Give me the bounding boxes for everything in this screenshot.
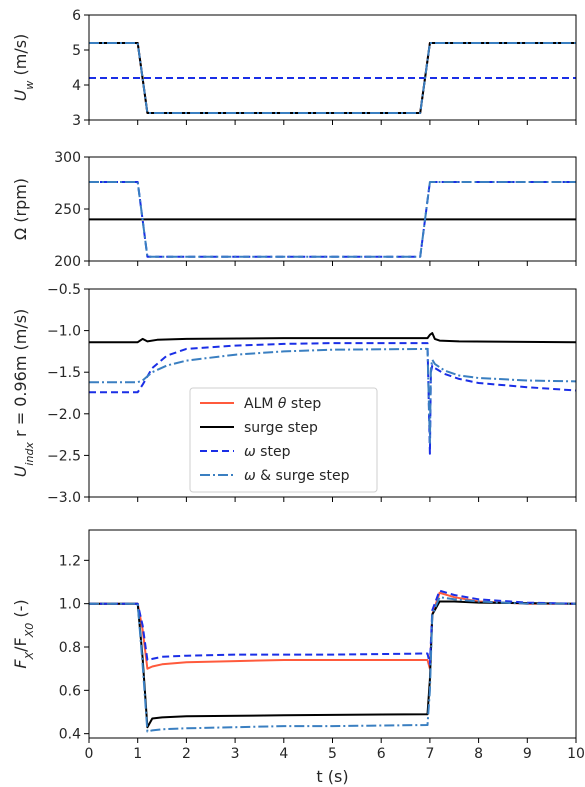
legend-label-part: ALM	[244, 396, 278, 412]
y-label-sub: w	[23, 81, 36, 90]
panel-1: 3 4 5 6 Uw (m/s)	[11, 8, 577, 129]
x-tick-label: 5	[328, 746, 337, 762]
y-label-part: U	[11, 465, 30, 477]
x-tick-label: 4	[279, 746, 288, 762]
series-line-omega	[89, 342, 576, 455]
x-tick-label: 2	[182, 746, 191, 762]
y-tick-label: 0.6	[59, 683, 81, 699]
plot-frame	[88, 529, 577, 739]
series-line-omega-surge	[89, 596, 576, 733]
y-tick-label: 250	[54, 202, 81, 218]
y-tick-label: −3.0	[47, 490, 81, 506]
legend-label-part: step	[286, 396, 321, 412]
legend-box	[189, 387, 378, 493]
series-line-omega	[89, 181, 576, 258]
series-group	[89, 181, 576, 258]
y-tick-label: 0.4	[59, 727, 81, 743]
y-label-sub: X	[23, 651, 36, 660]
series-line-omega-surge	[89, 347, 576, 444]
series-line-omega-surge	[89, 181, 576, 258]
y-axis-label: Uw (m/s)	[11, 34, 36, 102]
series-line-alm	[89, 591, 576, 670]
x-axis-label: t (s)	[316, 767, 348, 786]
y-tick-label: −1.5	[47, 365, 81, 381]
y-tick-label: 0.8	[59, 640, 81, 656]
x-tick-label: 9	[523, 746, 532, 762]
series-line-omega-surge	[89, 42, 576, 114]
legend-label: ALM θ step	[244, 396, 321, 412]
panel-2: 200 250 300 Ω (rpm)	[11, 150, 577, 270]
y-label-part: U	[11, 89, 30, 101]
legend-label: ω & surge step	[244, 468, 350, 484]
y-tick-label: −2.5	[47, 448, 81, 464]
y-label-part: (m/s)	[11, 34, 30, 81]
legend-label-part: step	[256, 444, 291, 460]
y-label-sub: indx	[23, 442, 36, 466]
y-label-sub: X0	[23, 623, 36, 639]
legend-label: surge step	[244, 420, 318, 436]
y-axis-label: FX/FX0 (-)	[11, 599, 36, 668]
y-tick-label: 5	[72, 43, 81, 59]
y-label-part: /F	[11, 637, 30, 652]
series-line-omega	[89, 589, 576, 666]
y-axis-label: Ω (rpm)	[11, 178, 30, 240]
x-tick-label: 1	[133, 746, 142, 762]
y-tick-label: 200	[54, 254, 81, 270]
y-tick-label: 3	[72, 113, 81, 129]
series-group	[89, 589, 576, 733]
y-label-part: r = 0.96m (m/s)	[11, 309, 30, 442]
x-tick-label: 3	[231, 746, 240, 762]
y-tick-label: −2.0	[47, 407, 81, 423]
legend-label: ω step	[244, 444, 291, 460]
x-tick-label: 0	[85, 746, 94, 762]
y-tick-label: 4	[72, 78, 81, 94]
series-group	[89, 42, 576, 114]
y-tick-label: 6	[72, 8, 81, 24]
y-tick-label: 1.2	[59, 553, 81, 569]
x-tick-label: 10	[567, 746, 585, 762]
y-axis-label: Uindx r = 0.96m (m/s)	[11, 309, 36, 478]
series-line-surge	[89, 332, 576, 344]
legend-label-part: & surge step	[256, 468, 350, 484]
legend-label-greek: θ	[278, 396, 287, 412]
legend-label-greek: ω	[244, 444, 256, 460]
series-group	[89, 332, 576, 455]
y-label-part: Ω (rpm)	[11, 178, 30, 240]
y-tick-label: 300	[54, 150, 81, 166]
y-label-part: (-)	[11, 599, 30, 622]
x-tick-label: 6	[377, 746, 386, 762]
legend-label-part: surge step	[244, 420, 318, 436]
x-tick-label: 8	[474, 746, 483, 762]
y-tick-label: −0.5	[47, 282, 81, 298]
y-tick-label: 1.0	[59, 597, 81, 613]
y-tick-label: −1.0	[47, 324, 81, 340]
panel-3: −3.0 −2.5 −2.0 −1.5 −1.0 −0.5 Uindx r = 0.96m …	[11, 282, 577, 506]
plot-frame	[88, 14, 577, 121]
plot-frame	[88, 156, 577, 262]
y-label-part: F	[11, 659, 30, 669]
legend-label-greek: ω	[244, 468, 256, 484]
panel-4: 0 1 2 3 4 5 6 7 8 9 10 0.4 0.6 0.8 1.0 1.2 FX/FX0 (-) t (…	[11, 529, 585, 786]
x-tick-label: 7	[425, 746, 434, 762]
